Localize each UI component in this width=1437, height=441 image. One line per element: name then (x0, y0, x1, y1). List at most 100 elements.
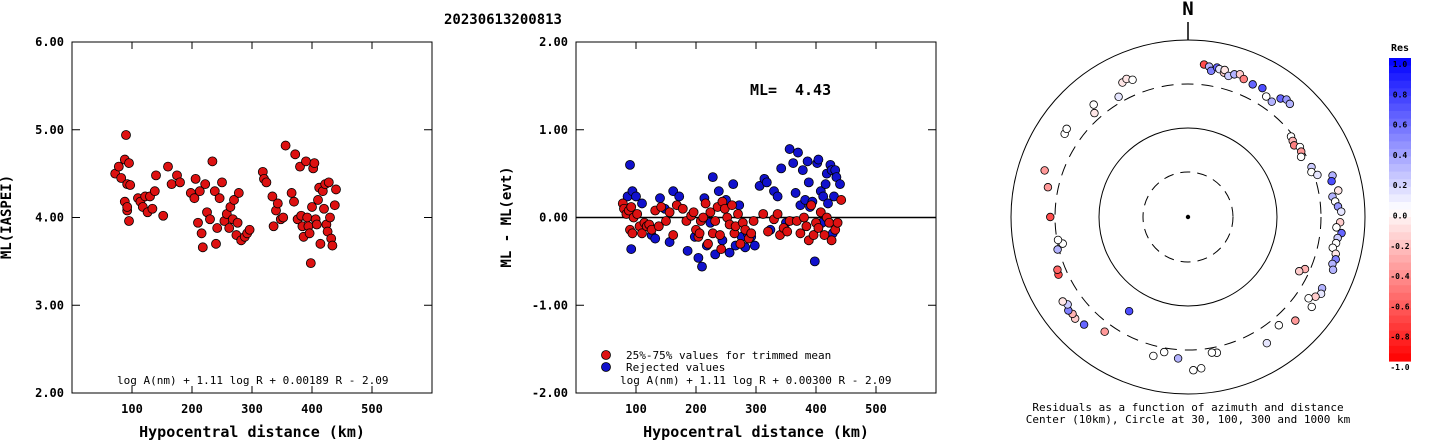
north-label: N (1182, 0, 1193, 20)
station-point (1046, 212, 1055, 222)
trimmed-point (799, 212, 809, 223)
colorbar-swatch (1389, 323, 1411, 332)
ml-y-axis-label: ML(IASPEI) (0, 175, 15, 259)
colorbar-swatch (1389, 194, 1411, 203)
colorbar-swatch (1389, 353, 1411, 362)
ml-point (125, 180, 136, 190)
legend-trimmed-marker (601, 350, 611, 360)
station-point (1313, 170, 1322, 180)
ml-point (124, 216, 134, 226)
trimmed-point (819, 230, 830, 240)
station-point (1040, 166, 1049, 175)
ml-point (193, 217, 203, 228)
ml-point (189, 193, 200, 204)
colorbar-swatch (1389, 148, 1411, 158)
ml-point (272, 198, 283, 209)
ml-point (217, 177, 227, 188)
rejected-point (682, 245, 693, 256)
ml-point (196, 228, 207, 239)
rejected-point (650, 233, 661, 244)
trimmed-point (688, 207, 699, 218)
trimmed-point (832, 217, 843, 228)
residual-x-tick-label: 300 (745, 402, 767, 416)
trimmed-point (668, 230, 679, 240)
station-point (1239, 74, 1248, 84)
trimmed-point (772, 209, 783, 219)
colorbar-swatch (1389, 217, 1411, 226)
ml-points (110, 130, 341, 269)
ml-x-tick-label: 100 (121, 402, 143, 416)
ml-point (311, 219, 322, 230)
ml-point (190, 173, 201, 184)
trimmed-point (813, 223, 824, 233)
ml-point (233, 188, 244, 198)
station-point (1053, 235, 1063, 245)
rejected-point (626, 244, 637, 254)
colorbar-swatch (1389, 254, 1411, 264)
colorbar-swatch (1389, 300, 1411, 309)
station-point (1207, 348, 1217, 357)
ml-point (319, 203, 329, 214)
ml-x-tick-label: 300 (241, 402, 263, 416)
rejected-point (655, 193, 665, 204)
colorbar-tick-label: -0.6 (1390, 302, 1409, 311)
ml-y-tick-label: 6.00 (35, 35, 64, 49)
ml-x-tick-label: 500 (361, 402, 383, 416)
ml-distance-panel: 100 200 300 400 500 2.00 3.00 4.00 5.00 6.00 log … (0, 35, 433, 441)
station-point (1285, 99, 1295, 109)
colorbar-swatch (1389, 179, 1411, 188)
trimmed-point (735, 238, 746, 249)
colorbar-tick-label: 0.2 (1393, 181, 1408, 190)
ml-point (212, 223, 223, 233)
station-point (1159, 347, 1169, 357)
trimmed-point (758, 209, 769, 219)
rejected-point (772, 191, 783, 202)
rejected-point (693, 252, 704, 263)
rejected-point (724, 247, 735, 258)
epicenter-marker (1185, 214, 1191, 220)
station-point (1043, 183, 1053, 192)
residual-points (617, 144, 847, 272)
legend-rejected-label: Rejected values (626, 361, 725, 374)
station-point (1053, 245, 1062, 254)
rejected-point (790, 188, 801, 198)
ml-point (267, 191, 278, 202)
ml-point (323, 177, 334, 188)
station-point (1090, 108, 1099, 118)
trimmed-point (637, 228, 647, 239)
ml-point (232, 217, 243, 228)
colorbar-tick-label: 0.8 (1393, 90, 1408, 99)
station-point (1291, 316, 1300, 325)
colorbar-swatch (1389, 80, 1411, 89)
polar-caption-line2: Center (10km), Circle at 30, 100, 300 an… (1026, 413, 1351, 426)
rejected-point (835, 179, 845, 190)
station-point (1258, 83, 1267, 93)
colorbar-swatch (1389, 73, 1411, 82)
station-point (1304, 294, 1313, 303)
rejected-point (761, 177, 772, 188)
ml-point (289, 196, 299, 207)
colorbar-tick-label: -0.8 (1390, 333, 1409, 342)
circle-300km (1054, 83, 1322, 351)
trimmed-point (710, 216, 721, 226)
ml-formula: log A(nm) + 1.11 log R + 0.00189 R - 2.0… (117, 374, 389, 387)
colorbar-tick-label: -0.4 (1390, 272, 1409, 281)
legend-trimmed-label: 25%-75% values for trimmed mean (626, 349, 831, 362)
station-point (1058, 297, 1067, 306)
ml-point (175, 177, 185, 188)
ml-event-label: ML= (750, 81, 777, 99)
colorbar-swatch (1389, 103, 1411, 112)
trimmed-point (763, 226, 773, 237)
colorbar-swatch (1389, 88, 1411, 97)
station-point (1334, 186, 1343, 195)
rejected-point (803, 177, 814, 188)
colorbar-swatch (1389, 171, 1411, 180)
colorbar-swatch (1389, 111, 1411, 120)
rejected-point (776, 163, 787, 174)
legend-rejected-marker (601, 362, 611, 372)
rejected-point (707, 172, 718, 183)
circle-30km (1142, 171, 1234, 263)
ml-point (121, 130, 131, 140)
colorbar-swatch (1389, 95, 1411, 105)
station-point (1262, 92, 1271, 101)
